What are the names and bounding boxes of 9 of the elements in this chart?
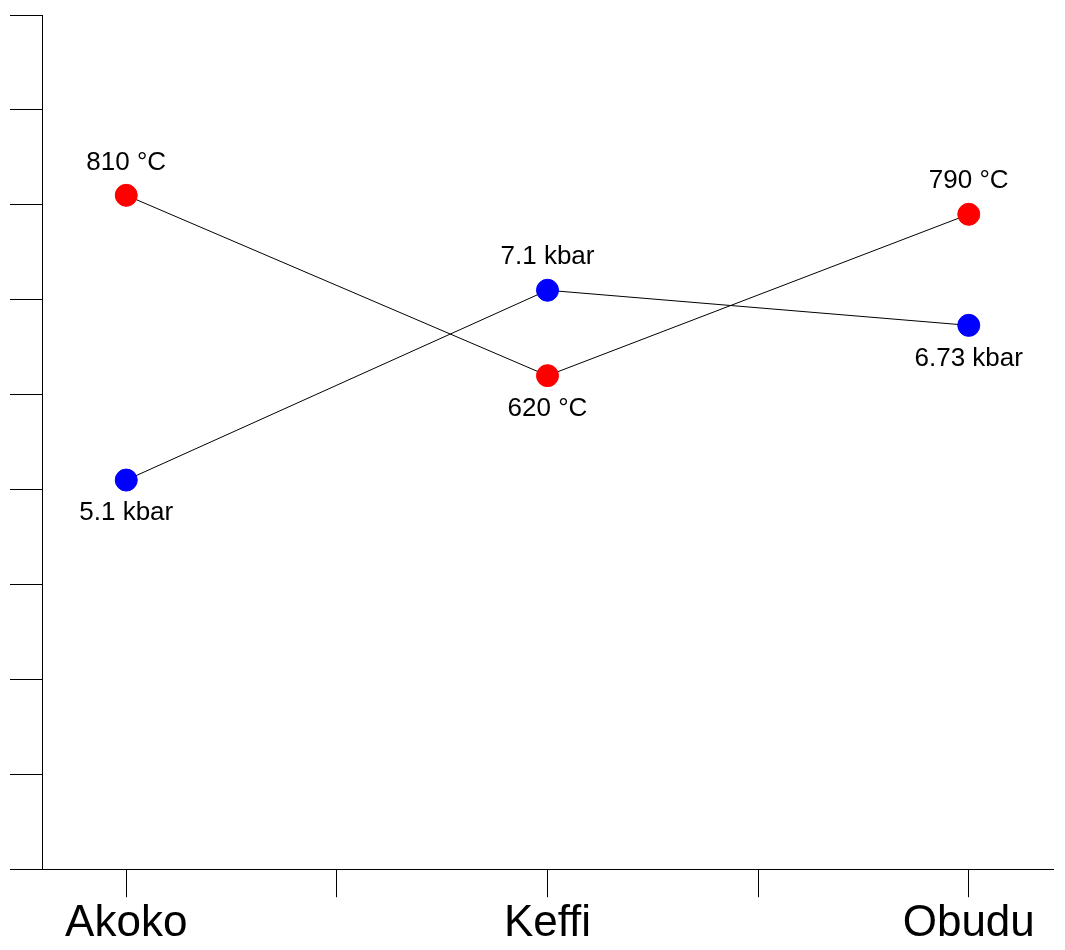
data-label: 7.1 kbar [500,240,595,271]
data-label: 5.1 kbar [79,496,174,527]
data-label: 790 °C [928,164,1009,195]
x-tick-label: Keffi [503,895,592,945]
data-label: 810 °C [86,145,167,176]
x-tick-label: Obudu [902,895,1035,945]
x-tick-label: Akoko [65,895,188,945]
data-label: 6.73 kbar [914,341,1024,372]
data-label: 620 °C [507,391,588,422]
